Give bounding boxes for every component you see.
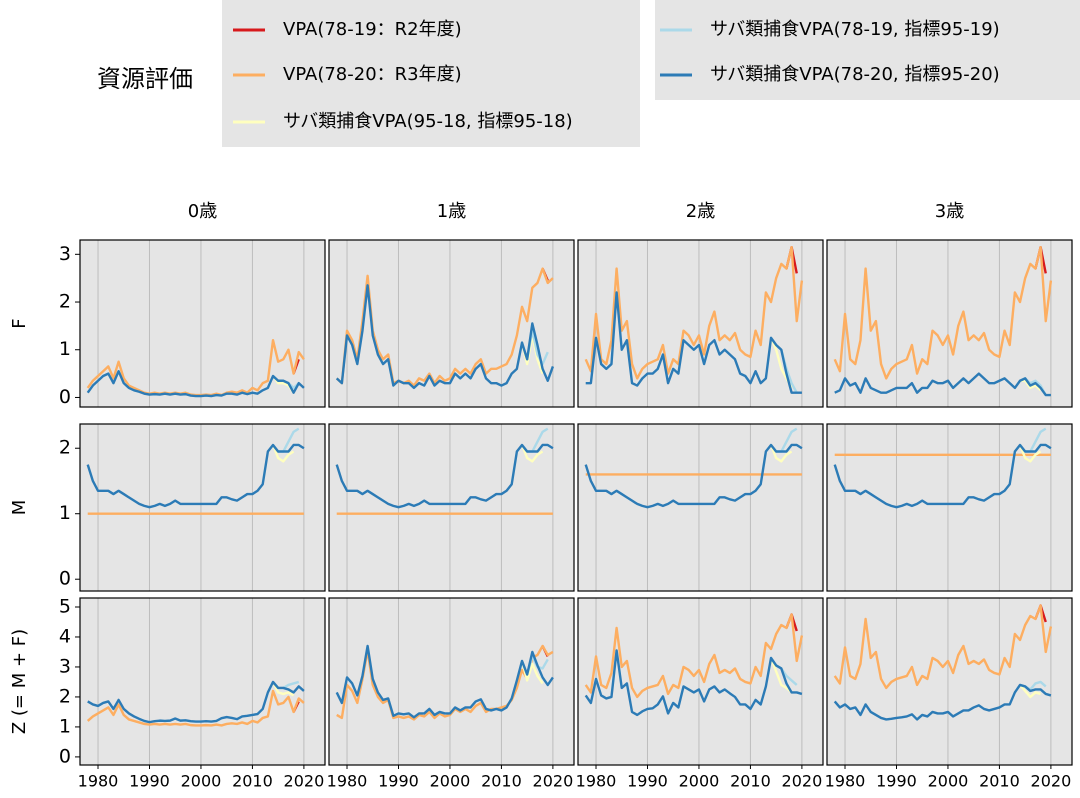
series-line <box>584 443 803 509</box>
x-tick-label: 2020 <box>533 772 574 791</box>
x-tick-label: 1990 <box>876 772 917 791</box>
y-tick-label: 3 <box>59 243 71 265</box>
y-tick-label: 0 <box>59 568 71 590</box>
series-line <box>584 649 803 717</box>
legend-box <box>655 0 1080 100</box>
panel-background <box>329 424 574 591</box>
series-line <box>86 443 305 509</box>
x-tick-label: 1980 <box>78 772 119 791</box>
x-tick-label: 1990 <box>378 772 419 791</box>
panel-border <box>577 597 824 766</box>
panel-background <box>80 598 325 765</box>
row-label: M <box>9 500 30 516</box>
x-tick-label: 2000 <box>928 772 969 791</box>
panel-border <box>79 597 326 766</box>
panel-background <box>329 598 574 765</box>
y-tick-label: 2 <box>59 291 71 313</box>
series-line <box>833 683 1052 721</box>
panel-background <box>827 424 1072 591</box>
y-tick-label: 1 <box>59 338 71 360</box>
series-line <box>335 284 555 390</box>
legend-label: VPA(78-19：R2年度) <box>283 19 462 40</box>
series-line <box>336 644 554 721</box>
series-line <box>769 657 793 694</box>
panel-border <box>826 597 1073 766</box>
panel-border <box>79 239 326 408</box>
panel-border <box>577 239 824 408</box>
x-tick-label: 2010 <box>730 772 771 791</box>
panel-border <box>328 597 575 766</box>
panel-border <box>826 239 1073 408</box>
panel-background <box>827 598 1072 765</box>
panel-border <box>79 423 326 592</box>
x-tick-label: 1980 <box>825 772 866 791</box>
y-tick-label: 2 <box>59 685 71 707</box>
y-tick-label: 5 <box>59 595 71 617</box>
x-tick-label: 2010 <box>979 772 1020 791</box>
series-line <box>1018 444 1042 463</box>
legend-label: VPA(78-20：R3年度) <box>283 64 462 85</box>
row-label: F <box>9 318 30 328</box>
x-tick-label: 2020 <box>782 772 823 791</box>
x-tick-label: 2000 <box>430 772 471 791</box>
series-line <box>271 444 295 463</box>
panel-background <box>578 424 823 591</box>
y-tick-label: 4 <box>59 625 71 647</box>
x-tick-label: 2010 <box>481 772 522 791</box>
series-line <box>585 291 802 394</box>
column-label: 3歳 <box>935 201 964 222</box>
panel-background <box>827 240 1072 407</box>
legend-label: サバ類捕食VPA(95-18, 指標95-18) <box>283 111 573 132</box>
x-tick-label: 2020 <box>284 772 325 791</box>
panel-border <box>328 239 575 408</box>
legend-label: サバ類捕食VPA(78-20, 指標95-20) <box>710 64 1000 85</box>
series-line <box>335 443 554 509</box>
x-tick-label: 1980 <box>576 772 617 791</box>
x-tick-label: 2000 <box>181 772 222 791</box>
series-line <box>87 680 305 724</box>
y-tick-label: 3 <box>59 655 71 677</box>
panel-border <box>328 423 575 592</box>
series-line <box>86 370 305 398</box>
x-tick-label: 2020 <box>1031 772 1072 791</box>
y-tick-label: 0 <box>59 386 71 408</box>
legend-box <box>222 0 640 147</box>
column-label: 1歳 <box>437 201 466 222</box>
panel-border <box>826 423 1073 592</box>
legend-label: サバ類捕食VPA(78-19, 指標95-19) <box>710 19 1000 40</box>
y-tick-label: 1 <box>59 502 71 524</box>
y-tick-label: 2 <box>59 437 71 459</box>
row-label: Z (= M + F) <box>9 629 30 734</box>
x-tick-label: 1990 <box>129 772 170 791</box>
series-line <box>271 681 295 697</box>
y-tick-label: 1 <box>59 715 71 737</box>
y-tick-label: 0 <box>59 745 71 767</box>
legend-title: 資源評価 <box>97 65 193 93</box>
series-line <box>769 444 793 463</box>
series-line <box>833 245 1053 380</box>
series-line <box>335 644 554 719</box>
series-line <box>86 689 305 727</box>
x-tick-label: 1990 <box>627 772 668 791</box>
panel-border <box>577 423 824 592</box>
series-line <box>520 444 544 463</box>
series-line <box>584 613 804 699</box>
x-tick-label: 2010 <box>232 772 273 791</box>
series-line <box>584 245 804 380</box>
x-tick-label: 2000 <box>679 772 720 791</box>
series-line <box>1020 379 1042 392</box>
series-line <box>834 372 1051 397</box>
series-line <box>1019 684 1041 699</box>
panel-background <box>80 424 325 591</box>
series-line <box>833 604 1053 690</box>
x-tick-label: 1980 <box>327 772 368 791</box>
column-label: 2歳 <box>686 201 715 222</box>
series-line <box>833 443 1052 509</box>
column-label: 0歳 <box>188 201 217 222</box>
series-line <box>520 660 544 685</box>
